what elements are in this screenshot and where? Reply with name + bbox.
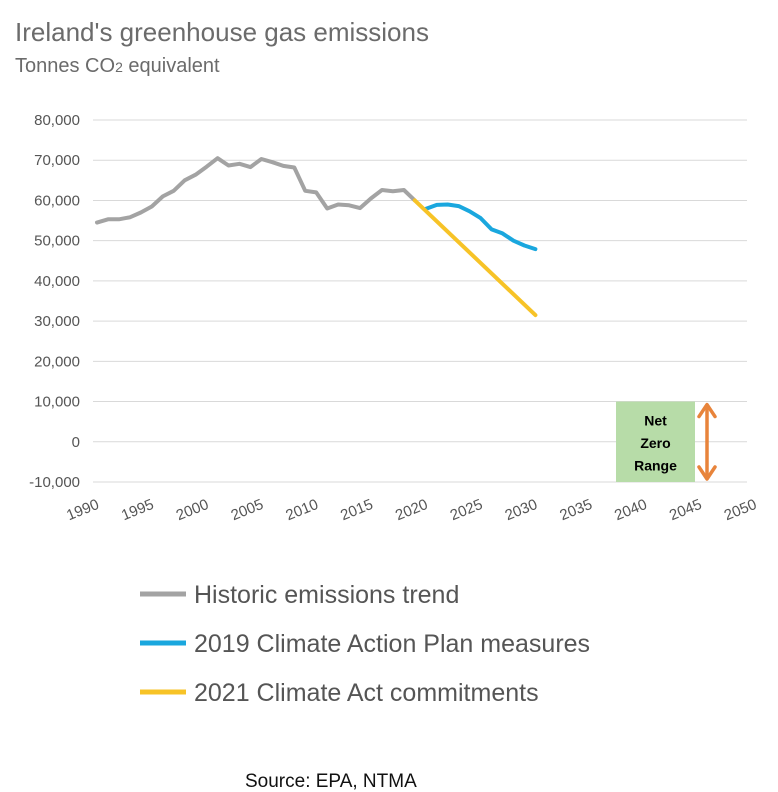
- x-tick-label: 2015: [338, 496, 375, 524]
- legend-item-act2021[interactable]: 2021 Climate Act commitments: [140, 679, 539, 707]
- x-axis-ticks: 1990 1995 2000 2005 2010 2015 2020 2025 2030 2035…: [64, 496, 759, 524]
- series-lines: [95, 156, 538, 318]
- x-tick-label: 2005: [229, 496, 266, 524]
- y-axis-ticks: 80,000 70,000 60,000 50,000 40,000 30,000 20,0…: [29, 112, 80, 491]
- net-zero-box: [616, 401, 695, 482]
- legend-item-cap2019[interactable]: 2019 Climate Action Plan measures: [140, 630, 590, 658]
- y-tick-label: 40,000: [34, 273, 80, 290]
- y-tick-label: 60,000: [34, 192, 80, 209]
- x-tick-label: 2010: [283, 496, 320, 524]
- legend-label-cap2019: 2019 Climate Action Plan measures: [194, 630, 590, 658]
- y-tick-label: 70,000: [34, 152, 80, 169]
- y-tick-label: -10,000: [29, 474, 80, 491]
- x-tick-label: 2000: [174, 496, 211, 524]
- net-zero-label: Zero: [640, 435, 670, 451]
- legend: Historic emissions trend 2019 Climate Ac…: [140, 581, 590, 707]
- x-tick-label: 2030: [503, 496, 540, 524]
- y-tick-label: 80,000: [34, 112, 80, 129]
- series-line-historic: [95, 156, 417, 225]
- net-zero-arrow-down-icon: [697, 465, 717, 481]
- x-tick-label: 2020: [393, 496, 430, 524]
- y-tick-label: 20,000: [34, 353, 80, 370]
- x-tick-label: 2045: [667, 496, 704, 524]
- y-tick-label: 30,000: [34, 313, 80, 330]
- x-tick-label: 1990: [64, 496, 101, 524]
- series-line-act2021: [412, 198, 538, 318]
- net-zero-range-annotation: Net Zero Range: [616, 401, 717, 482]
- x-tick-label: 2050: [722, 496, 759, 524]
- net-zero-arrow-up-icon: [697, 402, 717, 419]
- net-zero-label: Net: [644, 413, 667, 429]
- legend-item-historic[interactable]: Historic emissions trend: [140, 581, 459, 609]
- net-zero-label: Range: [634, 458, 677, 474]
- y-tick-label: 10,000: [34, 394, 80, 411]
- y-tick-label: 50,000: [34, 233, 80, 250]
- chart-subtitle: Tonnes CO2 equivalent: [15, 55, 220, 77]
- y-tick-label: 0: [72, 434, 80, 451]
- x-tick-label: 1995: [119, 496, 156, 524]
- x-tick-label: 2040: [612, 496, 649, 524]
- chart-title: Ireland's greenhouse gas emissions: [15, 17, 429, 47]
- source-note: Source: EPA, NTMA: [245, 771, 417, 792]
- x-tick-label: 2035: [557, 496, 594, 524]
- x-tick-label: 2025: [448, 496, 485, 524]
- series-line-cap2019: [423, 202, 538, 252]
- legend-label-act2021: 2021 Climate Act commitments: [194, 679, 539, 707]
- legend-label-historic: Historic emissions trend: [194, 581, 459, 609]
